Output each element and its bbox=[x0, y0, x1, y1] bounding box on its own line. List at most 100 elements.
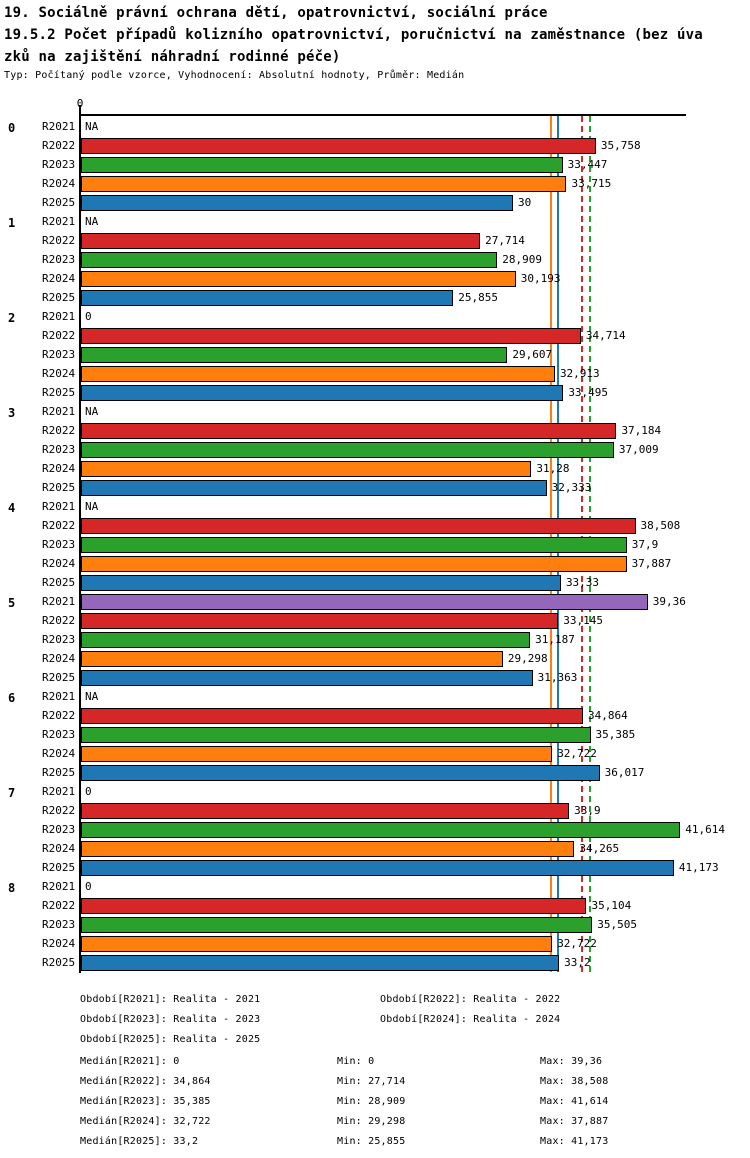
stat-median-r2025: Medián[R2025]: 33,2 bbox=[80, 1136, 199, 1147]
bar bbox=[81, 670, 533, 686]
series-label: R2022 bbox=[42, 614, 76, 627]
bar-value-label: 32,722 bbox=[557, 747, 597, 760]
bar bbox=[81, 936, 553, 952]
bar bbox=[81, 252, 498, 268]
legend-period-r2024: Období[R2024]: Realita - 2024 bbox=[380, 1014, 561, 1025]
group-label: 4 bbox=[8, 501, 16, 515]
na-label: NA bbox=[85, 500, 99, 513]
series-label: R2024 bbox=[42, 937, 76, 950]
na-label: NA bbox=[85, 120, 99, 133]
bar-value-label: 35,758 bbox=[600, 139, 641, 152]
series-label: R2024 bbox=[42, 842, 76, 855]
bar bbox=[81, 803, 570, 819]
series-label: R2024 bbox=[42, 462, 76, 475]
group-label: 3 bbox=[8, 406, 16, 420]
bar bbox=[81, 955, 560, 971]
bar-value-label: 30,193 bbox=[520, 272, 561, 285]
zero-value-label: 0 bbox=[85, 310, 92, 323]
stat-median-r2023: Medián[R2023]: 35,385 bbox=[80, 1096, 211, 1107]
bar-value-label: 34,714 bbox=[585, 329, 626, 342]
bar-value-label: 29,607 bbox=[512, 348, 553, 361]
series-label: R2021 bbox=[42, 310, 76, 323]
legend-period-r2021: Období[R2021]: Realita - 2021 bbox=[80, 994, 261, 1005]
bar bbox=[81, 157, 563, 173]
x-axis-line bbox=[80, 114, 686, 116]
bar bbox=[81, 442, 614, 458]
bar bbox=[81, 290, 454, 306]
series-label: R2023 bbox=[42, 823, 76, 836]
series-label: R2022 bbox=[42, 899, 76, 912]
bar-value-label: 37,009 bbox=[618, 443, 659, 456]
series-label: R2021 bbox=[42, 785, 76, 798]
series-label: R2022 bbox=[42, 424, 76, 437]
stat-min-r2022: Min: 27,714 bbox=[337, 1076, 406, 1087]
na-label: NA bbox=[85, 405, 99, 418]
bar bbox=[81, 632, 531, 648]
series-label: R2022 bbox=[42, 329, 76, 342]
bar-value-label: 33,9 bbox=[574, 804, 601, 817]
stat-min-r2023: Min: 28,909 bbox=[337, 1096, 406, 1107]
legend-period-r2022: Období[R2022]: Realita - 2022 bbox=[380, 994, 561, 1005]
bar bbox=[81, 347, 508, 363]
stat-max-r2024: Max: 37,887 bbox=[540, 1116, 609, 1127]
group-label: 7 bbox=[8, 786, 16, 800]
page-title-line2: 19.5.2 Počet případů kolizního opatrovni… bbox=[4, 27, 703, 43]
legend-period-r2025: Období[R2025]: Realita - 2025 bbox=[80, 1034, 261, 1045]
bar-value-label: 33,2 bbox=[564, 956, 591, 969]
bar-value-label: 37,184 bbox=[621, 424, 662, 437]
bar bbox=[81, 271, 516, 287]
series-label: R2022 bbox=[42, 519, 76, 532]
bar bbox=[81, 917, 593, 933]
stat-max-r2023: Max: 41,614 bbox=[540, 1096, 609, 1107]
stat-median-r2021: Medián[R2021]: 0 bbox=[80, 1056, 180, 1067]
bar-value-label: 29,298 bbox=[507, 652, 548, 665]
series-label: R2021 bbox=[42, 500, 76, 513]
series-label: R2025 bbox=[42, 671, 76, 684]
bar-value-label: 32,913 bbox=[559, 367, 600, 380]
bar-value-label: 33,495 bbox=[568, 386, 609, 399]
bar-value-label: 37,887 bbox=[631, 557, 672, 570]
series-label: R2022 bbox=[42, 709, 76, 722]
group-label: 1 bbox=[8, 216, 16, 230]
series-label: R2023 bbox=[42, 253, 76, 266]
series-label: R2025 bbox=[42, 576, 76, 589]
bar-value-label: 28,909 bbox=[502, 253, 543, 266]
bar bbox=[81, 556, 627, 572]
bar-value-label: 36,017 bbox=[604, 766, 645, 779]
series-label: R2025 bbox=[42, 291, 76, 304]
series-label: R2021 bbox=[42, 690, 76, 703]
series-label: R2024 bbox=[42, 272, 76, 285]
bar bbox=[81, 328, 581, 344]
bar bbox=[81, 860, 674, 876]
bar-value-label: 38,508 bbox=[640, 519, 681, 532]
bar bbox=[81, 195, 513, 211]
group-label: 8 bbox=[8, 881, 16, 895]
stat-max-r2021: Max: 39,36 bbox=[540, 1056, 603, 1067]
bar bbox=[81, 385, 564, 401]
series-label: R2025 bbox=[42, 481, 76, 494]
stat-median-r2024: Medián[R2024]: 32,722 bbox=[80, 1116, 211, 1127]
series-label: R2025 bbox=[42, 861, 76, 874]
na-label: NA bbox=[85, 215, 99, 228]
bar-value-label: 33,447 bbox=[567, 158, 608, 171]
bar-value-label: 35,385 bbox=[595, 728, 636, 741]
bar-value-label: 35,505 bbox=[597, 918, 638, 931]
group-label: 2 bbox=[8, 311, 16, 325]
series-label: R2022 bbox=[42, 804, 76, 817]
series-label: R2021 bbox=[42, 880, 76, 893]
series-label: R2025 bbox=[42, 196, 76, 209]
bar bbox=[81, 518, 636, 534]
series-label: R2024 bbox=[42, 747, 76, 760]
series-label: R2024 bbox=[42, 367, 76, 380]
bar-value-label: 33,145 bbox=[563, 614, 604, 627]
stat-max-r2022: Max: 38,508 bbox=[540, 1076, 609, 1087]
bar bbox=[81, 898, 587, 914]
page-title-line3: zků na zajištění náhradní rodinné péče) bbox=[4, 49, 341, 65]
bar bbox=[81, 366, 555, 382]
series-label: R2024 bbox=[42, 177, 76, 190]
stat-max-r2025: Max: 41,173 bbox=[540, 1136, 609, 1147]
bar bbox=[81, 138, 596, 154]
bar bbox=[81, 176, 567, 192]
y-axis-line bbox=[79, 105, 81, 973]
series-label: R2023 bbox=[42, 918, 76, 931]
